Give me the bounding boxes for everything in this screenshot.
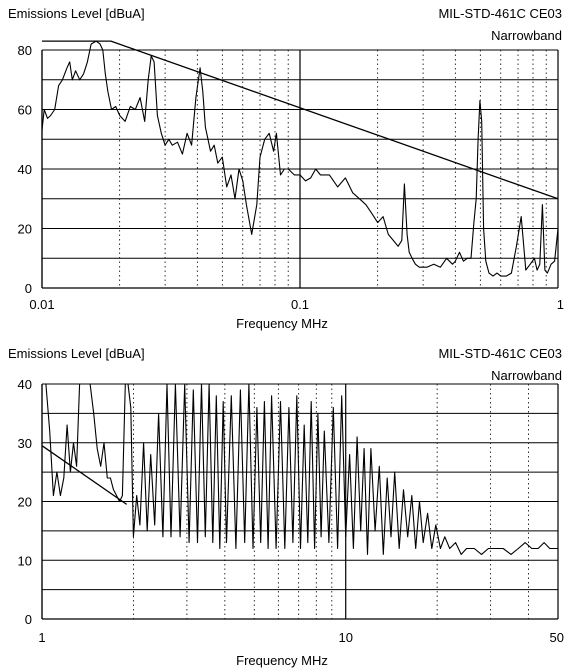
y-tick-label: 0 (25, 281, 32, 296)
chart-panel-2: Emissions Level [dBuA] MIL-STD-461C CE03… (0, 340, 564, 671)
x-tick-label: 1 (38, 630, 45, 645)
y-tick-label: 30 (18, 436, 32, 451)
x-tick-label: 0.01 (29, 297, 54, 312)
y-tick-label: 80 (18, 43, 32, 58)
plot-area-2: 0 10 20 30 40 1 10 50 (18, 377, 564, 645)
chart-panel-1: Emissions Level [dBuA] MIL-STD-461C CE03… (0, 0, 564, 335)
y-axis-label: Emissions Level [dBuA] (8, 346, 145, 361)
chart-title: MIL-STD-461C CE03 (438, 6, 562, 21)
y-tick-label: 10 (18, 553, 32, 568)
chart-subtitle: Narrowband (491, 368, 562, 383)
chart-subtitle: Narrowband (491, 28, 562, 43)
plot-area-1: 0 20 40 60 80 0.01 0.1 1 (18, 40, 564, 312)
y-tick-label: 60 (18, 103, 32, 118)
x-axis-label: Frequency MHz (236, 316, 328, 331)
y-tick-label: 0 (25, 612, 32, 627)
chart-title: MIL-STD-461C CE03 (438, 346, 562, 361)
y-tick-label: 20 (18, 495, 32, 510)
x-tick-label: 50 (550, 630, 564, 645)
y-axis-label: Emissions Level [dBuA] (8, 6, 145, 21)
x-tick-label: 0.1 (291, 297, 309, 312)
y-tick-label: 20 (18, 222, 32, 237)
emission-trace (42, 383, 558, 555)
limit-line (41, 445, 128, 505)
x-axis-label: Frequency MHz (236, 653, 328, 668)
x-tick-label: 1 (557, 297, 564, 312)
x-tick-label: 10 (338, 630, 352, 645)
y-tick-label: 40 (18, 377, 32, 392)
emission-trace (41, 40, 559, 277)
y-tick-label: 40 (18, 162, 32, 177)
limit-line (42, 40, 559, 200)
